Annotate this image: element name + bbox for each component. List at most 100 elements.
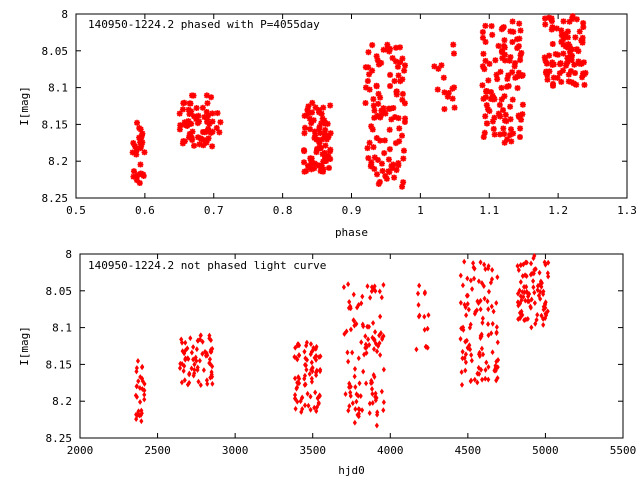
data-point <box>322 142 329 149</box>
data-point <box>302 348 307 355</box>
data-point <box>320 104 327 111</box>
data-point <box>371 107 378 114</box>
data-point <box>381 282 386 288</box>
data-point <box>538 295 543 302</box>
data-point <box>371 346 377 353</box>
data-point <box>568 68 575 75</box>
data-point <box>347 403 352 409</box>
data-point <box>129 149 136 156</box>
data-point <box>325 132 332 139</box>
data-point <box>342 331 347 337</box>
data-point <box>357 380 362 387</box>
data-point <box>301 159 307 166</box>
data-point <box>399 132 406 139</box>
data-point <box>317 393 322 399</box>
data-point <box>445 90 452 97</box>
data-point <box>139 130 146 137</box>
data-point <box>130 140 137 147</box>
data-point <box>501 44 508 51</box>
data-point <box>546 68 553 75</box>
data-point <box>203 92 210 99</box>
data-point <box>208 94 215 101</box>
data-point <box>519 111 526 118</box>
data-point <box>395 72 402 79</box>
data-point <box>307 126 314 133</box>
x-tick-label: 5500 <box>610 444 637 457</box>
data-point <box>501 130 508 137</box>
data-point <box>369 42 376 49</box>
data-point <box>565 78 572 85</box>
y-tick-label: 8.2 <box>48 155 68 168</box>
data-point <box>378 330 383 337</box>
data-point <box>354 398 359 405</box>
data-point <box>431 63 438 70</box>
data-point <box>196 118 203 125</box>
data-point <box>477 353 482 359</box>
data-point <box>465 345 471 352</box>
data-point <box>575 58 582 65</box>
data-point <box>500 125 507 132</box>
data-point <box>502 111 509 118</box>
data-point <box>369 67 376 74</box>
data-point <box>496 101 503 108</box>
data-point <box>497 131 504 138</box>
data-point <box>204 100 211 107</box>
data-point <box>542 259 547 266</box>
data-point <box>486 321 491 328</box>
data-point <box>482 57 489 64</box>
y-tick-label: 8.25 <box>42 192 69 205</box>
data-point <box>135 358 141 364</box>
data-point <box>137 161 144 168</box>
data-point <box>312 104 319 111</box>
data-point <box>550 80 557 87</box>
data-point <box>508 138 515 145</box>
data-point <box>390 161 397 168</box>
data-point <box>140 363 145 370</box>
data-point <box>205 135 212 142</box>
data-point <box>568 16 575 23</box>
x-tick-label: 1.2 <box>548 204 568 217</box>
data-point <box>576 28 583 35</box>
data-point <box>377 288 382 295</box>
data-point <box>441 89 448 96</box>
data-point <box>544 71 551 78</box>
data-point <box>550 74 557 81</box>
data-point <box>307 155 314 162</box>
data-point <box>516 267 521 274</box>
data-point <box>325 152 332 159</box>
data-point <box>208 346 213 353</box>
data-point <box>195 112 202 119</box>
data-point <box>566 18 573 25</box>
data-point <box>465 300 470 307</box>
data-point <box>490 266 495 273</box>
data-point <box>207 332 212 339</box>
data-point <box>294 355 299 361</box>
data-point <box>565 71 572 78</box>
data-point <box>200 142 207 149</box>
data-point <box>315 109 322 116</box>
data-point <box>495 274 500 281</box>
data-point <box>535 283 540 289</box>
data-point <box>517 315 523 322</box>
data-point <box>214 110 221 117</box>
data-point <box>511 63 518 70</box>
data-point <box>370 96 377 103</box>
data-point <box>495 42 502 49</box>
data-point <box>528 271 533 278</box>
data-point <box>498 96 505 103</box>
data-point <box>479 63 486 70</box>
data-point <box>393 91 400 98</box>
data-point <box>425 325 430 332</box>
data-point <box>133 145 140 152</box>
data-point <box>318 136 325 143</box>
data-point <box>307 371 312 377</box>
data-point <box>327 146 334 153</box>
data-point <box>564 34 571 41</box>
data-point <box>380 105 387 112</box>
data-point <box>485 77 492 84</box>
data-point <box>374 422 379 429</box>
data-point <box>293 405 298 412</box>
data-point <box>195 367 200 373</box>
x-tick-label: 4500 <box>455 444 482 457</box>
data-point <box>558 27 565 34</box>
